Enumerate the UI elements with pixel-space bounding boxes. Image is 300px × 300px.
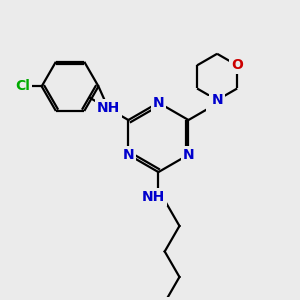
Text: O: O <box>231 58 243 72</box>
Text: N: N <box>183 148 194 162</box>
Text: N: N <box>208 98 220 112</box>
Text: N: N <box>211 93 223 107</box>
Text: NH: NH <box>97 101 120 116</box>
Text: N: N <box>122 148 134 162</box>
Text: Cl: Cl <box>15 80 30 93</box>
Text: NH: NH <box>142 190 165 204</box>
Text: N: N <box>153 96 164 110</box>
